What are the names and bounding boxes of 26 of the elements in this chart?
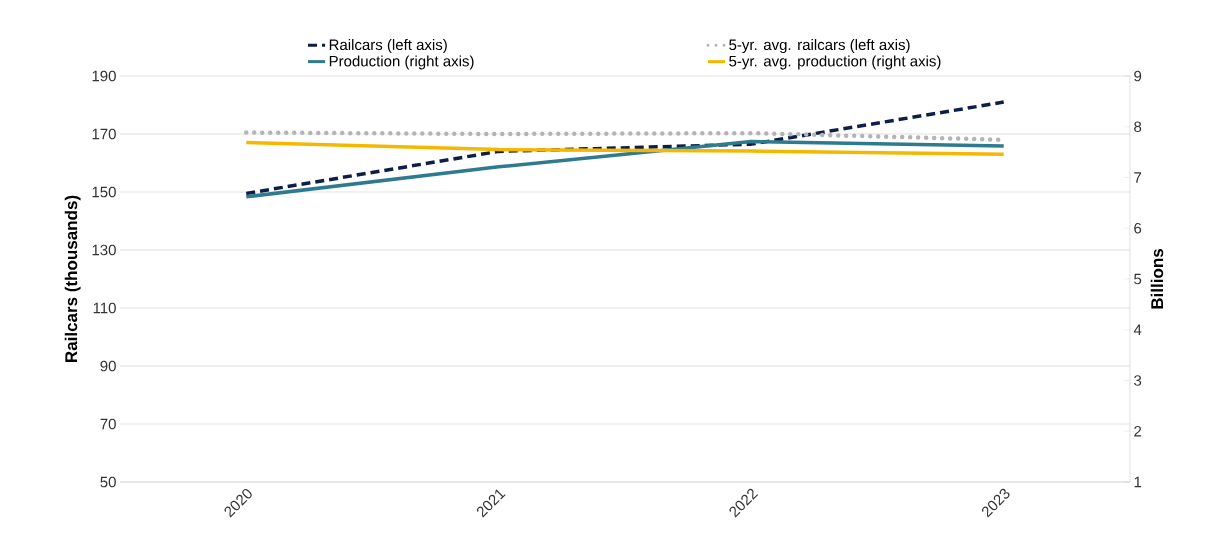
- line-series: [244, 140, 1006, 156]
- legend-label: 5-yr. avg. railcars (left axis): [729, 39, 910, 54]
- y2-tick-label: 5: [1134, 273, 1142, 285]
- y-tick-label: 130: [92, 244, 116, 256]
- y2-tick-label: 3: [1134, 375, 1142, 386]
- y2-tick-label: 4: [1133, 324, 1142, 335]
- y2-tick-label: 1: [1134, 476, 1142, 488]
- y-tick-label: 50: [100, 476, 116, 488]
- y-tick-label: 110: [93, 302, 116, 314]
- legend-label: 5-yr. avg. production (right axis): [729, 55, 941, 70]
- y2-tick-label: 8: [1134, 121, 1142, 133]
- y-axis-title: Railcars (thousands): [64, 195, 81, 362]
- y2-tick-label: 9: [1134, 70, 1142, 82]
- y-tick-label: 150: [92, 186, 116, 198]
- y-tick-label: 70: [100, 418, 116, 430]
- y2-tick-label: 6: [1134, 222, 1142, 234]
- line-series: [244, 100, 1006, 196]
- line-series: [244, 139, 1006, 199]
- y-tick-label: 90: [100, 360, 116, 372]
- y2-tick-label: 2: [1134, 426, 1142, 437]
- y2-tick-label: 7: [1134, 172, 1142, 183]
- legend-label: Railcars (left axis): [329, 39, 447, 54]
- legend-label: Production (right axis): [329, 55, 474, 70]
- y2-axis-title: Billions: [1150, 248, 1164, 309]
- y-tick-label: 190: [92, 70, 116, 82]
- y-tick-label: 170: [92, 128, 116, 140]
